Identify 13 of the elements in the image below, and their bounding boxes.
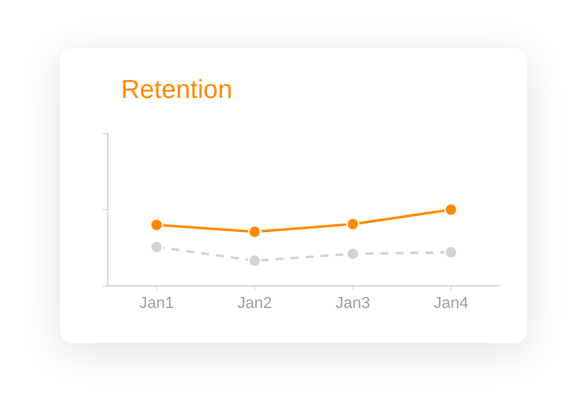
chart-title: Retention [121, 74, 232, 105]
x-tick-label: Jan4 [434, 294, 468, 312]
point [346, 247, 360, 261]
x-tick-label: Jan1 [139, 294, 174, 312]
x-tick-label: Jan3 [335, 294, 370, 312]
x-tick-label: Jan2 [237, 294, 272, 312]
point [444, 246, 458, 260]
point [346, 217, 360, 231]
point [248, 224, 262, 238]
point [444, 202, 458, 216]
point [248, 254, 262, 268]
point [150, 240, 164, 254]
point [150, 218, 164, 232]
